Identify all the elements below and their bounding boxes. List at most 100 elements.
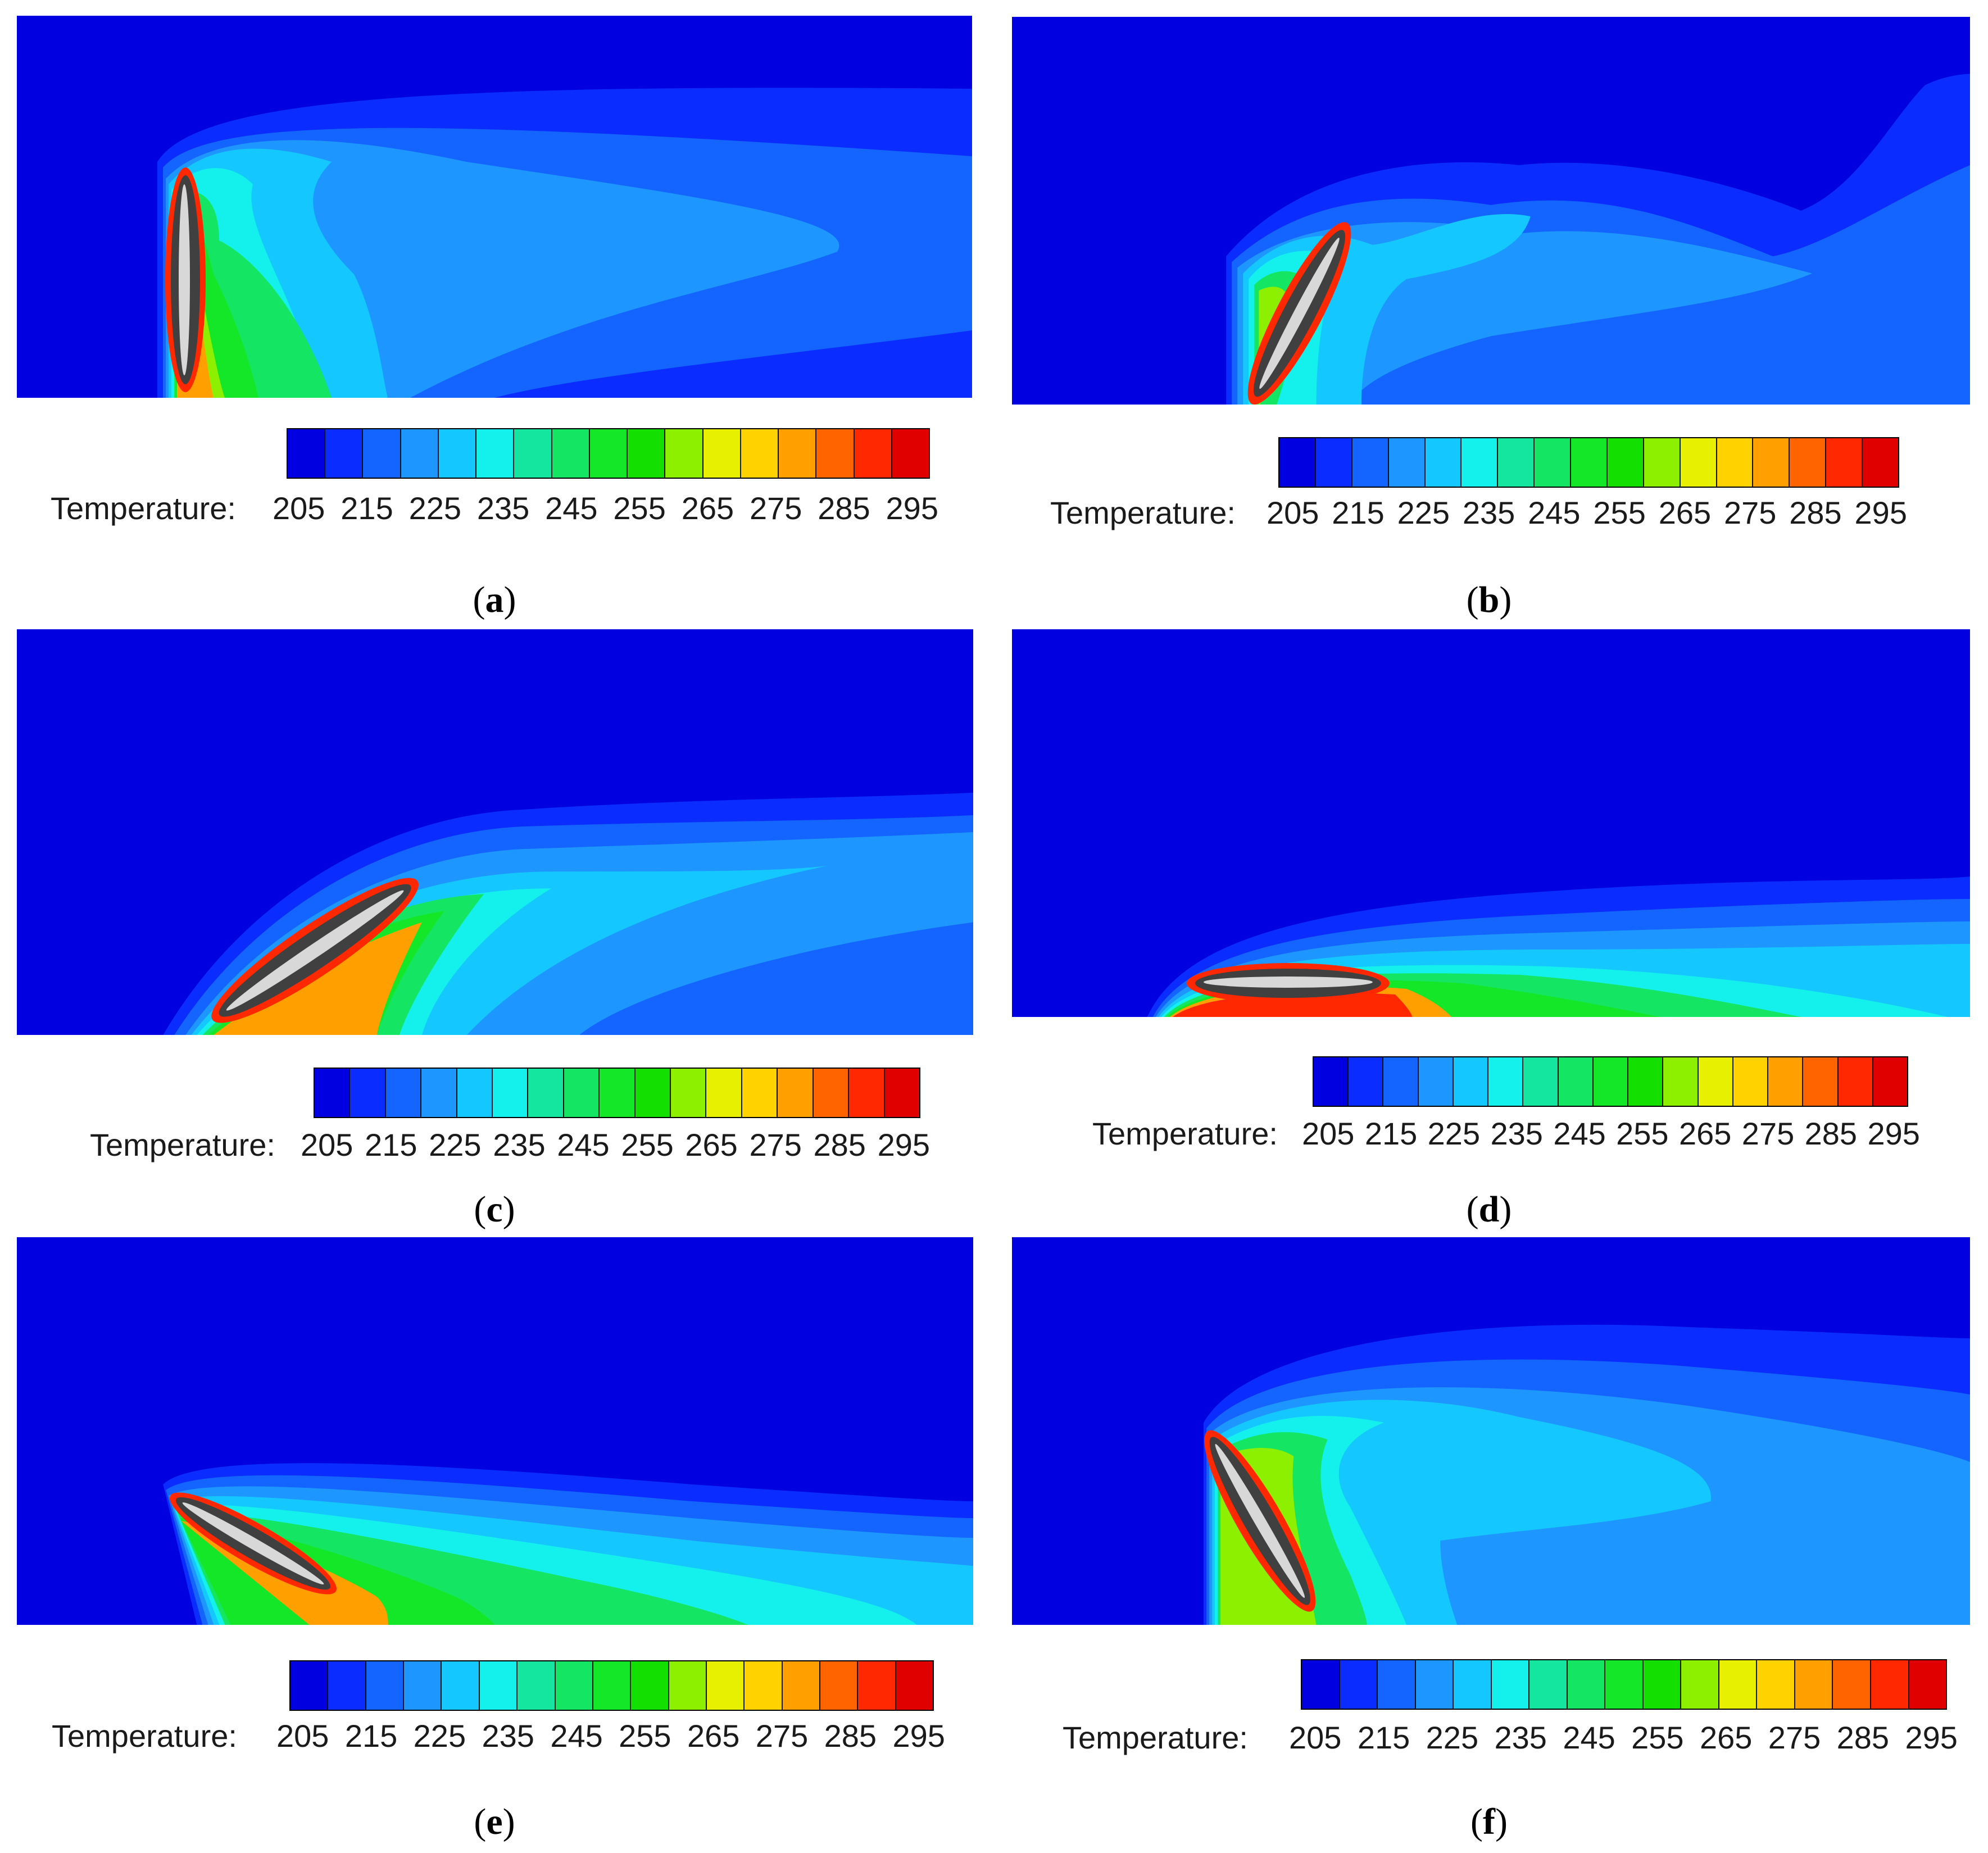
colorbar-tick-label: 225: [1427, 1116, 1481, 1151]
colorbar-swatch: [1498, 438, 1535, 487]
caption-b: (b): [1466, 579, 1512, 620]
colorbar-label: Temperature:: [52, 1718, 237, 1754]
temperature-contour-e: [17, 1237, 973, 1625]
colorbar-swatch: [1571, 438, 1608, 487]
colorbar-swatch: [291, 1661, 329, 1710]
colorbar-swatch: [1567, 1660, 1606, 1709]
colorbar-swatch: [1349, 1057, 1384, 1106]
colorbar-swatch: [779, 429, 817, 478]
colorbar-tick-label: 275: [755, 1718, 809, 1754]
colorbar-swatch: [854, 429, 892, 478]
colorbar-swatch: [1378, 1660, 1416, 1709]
colorbar-tick-label: 255: [613, 490, 666, 526]
colorbar-tick-label: 225: [413, 1718, 466, 1754]
colorbar-swatch: [1717, 438, 1754, 487]
colorbar-tick-label: 235: [493, 1127, 546, 1162]
colorbar-tick-label: 225: [409, 490, 461, 526]
colorbar-swatch: [665, 429, 703, 478]
colorbar-swatch: [1453, 1057, 1489, 1106]
colorbar-swatch: [493, 1069, 529, 1117]
temperature-contour-c: [17, 629, 973, 1035]
colorbar-swatch: [1795, 1660, 1833, 1709]
colorbar-swatch: [1833, 1660, 1871, 1709]
colorbar-tick-label: 215: [1332, 495, 1385, 530]
colorbar-label: Temperature:: [1063, 1720, 1248, 1755]
colorbar-tick-label: 215: [344, 1718, 398, 1754]
colorbar-tick-label: 235: [1494, 1720, 1547, 1755]
panel-b: Temperature: 205 215 225 235 245 255 265 275 285…: [994, 0, 1988, 620]
colorbar-swatch: [1279, 438, 1316, 487]
colorbar-tick-label: 265: [1658, 495, 1712, 530]
colorbar-swatch: [1352, 438, 1389, 487]
colorbar-tick-label: 285: [1836, 1720, 1890, 1755]
colorbar-swatch: [1314, 1057, 1349, 1106]
colorbar-swatch: [442, 1661, 480, 1710]
colorbar-tick-label: 265: [1678, 1116, 1732, 1151]
colorbar-tick-label: 215: [341, 490, 393, 526]
colorbar-ticks: 205 215 225 235 245 255 265 275 285 295: [1267, 494, 1907, 531]
colorbar-swatch: [421, 1069, 457, 1117]
colorbar-swatch: [1558, 1057, 1594, 1106]
colorbar-swatch: [404, 1661, 442, 1710]
caption-d: (d): [1466, 1189, 1512, 1230]
colorbar-tick-label: 245: [1563, 1720, 1615, 1755]
colorbar-ticks: 205 215 225 235 245 255 265 275 285 295: [273, 490, 938, 526]
colorbar-swatch: [1302, 1660, 1340, 1709]
colorbar-tick-label: 255: [1631, 1720, 1684, 1755]
panel-e: Temperature: 205 215 225 235 245 255 265 275 285…: [0, 1219, 994, 1842]
colorbar-tick-label: 295: [1867, 1116, 1920, 1151]
colorbar-swatch: [1607, 438, 1644, 487]
colorbar-label: Temperature:: [1092, 1116, 1278, 1151]
colorbar-swatch: [1863, 438, 1898, 487]
temperature-contour-d: [1012, 629, 1970, 1017]
caption-a: (a): [473, 579, 516, 620]
colorbar-swatches: [1278, 437, 1899, 488]
colorbar-swatch: [628, 429, 666, 478]
colorbar-swatch: [745, 1661, 783, 1710]
colorbar-tick-label: 205: [276, 1718, 329, 1754]
colorbar-swatch: [896, 1661, 933, 1710]
colorbar-tick-label: 295: [1854, 495, 1907, 530]
colorbar-tick-label: 255: [621, 1127, 674, 1162]
colorbar-swatch: [1628, 1057, 1664, 1106]
colorbar-tick-label: 265: [681, 490, 734, 526]
colorbar-tick-label: 275: [1723, 495, 1777, 530]
colorbar-swatch: [366, 1661, 405, 1710]
colorbar-tick-label: 215: [1357, 1720, 1410, 1755]
colorbar-swatch: [1790, 438, 1827, 487]
colorbar-swatch: [555, 1661, 593, 1710]
colorbar-tick-label: 215: [365, 1127, 417, 1162]
colorbar-swatch: [1871, 1660, 1909, 1709]
colorbar-swatches: [1301, 1659, 1947, 1710]
colorbar-swatch: [1315, 438, 1352, 487]
colorbar-tick-label: 205: [1302, 1116, 1355, 1151]
colorbar-tick-label: 235: [482, 1718, 534, 1754]
colorbar-tick-label: 245: [550, 1718, 603, 1754]
colorbar-swatch: [1753, 438, 1790, 487]
caption-c: (c): [474, 1189, 515, 1230]
colorbar-swatch: [1643, 1660, 1682, 1709]
colorbar-tick-label: 265: [687, 1718, 740, 1754]
colorbar-tick-label: 255: [1593, 495, 1646, 530]
colorbar-tick-label: 285: [1789, 495, 1842, 530]
colorbar-tick-label: 225: [429, 1127, 482, 1162]
colorbar-swatch: [1340, 1660, 1378, 1709]
colorbar-tick-label: 235: [1462, 495, 1515, 530]
colorbar-label: Temperature:: [51, 490, 236, 526]
colorbar-tick-label: 215: [1364, 1116, 1418, 1151]
colorbar-swatch: [600, 1069, 636, 1117]
panel-c: Temperature: 205 215 225 235 245 255 265 275 285…: [0, 610, 994, 1230]
colorbar-tick-label: 205: [301, 1127, 353, 1162]
colorbar-swatch: [1425, 438, 1462, 487]
colorbar-swatch: [631, 1661, 669, 1710]
colorbar-tick-label: 245: [557, 1127, 610, 1162]
colorbar-tick-label: 245: [545, 490, 598, 526]
colorbar-swatch: [1488, 1057, 1524, 1106]
colorbar-tick-label: 235: [476, 490, 530, 526]
caption-e: (e): [474, 1801, 515, 1842]
colorbar-swatch: [1535, 438, 1571, 487]
colorbar-swatch: [820, 1661, 859, 1710]
colorbar-swatch: [288, 429, 326, 478]
colorbar-tick-label: 245: [1553, 1116, 1606, 1151]
colorbar-swatch: [1491, 1660, 1530, 1709]
